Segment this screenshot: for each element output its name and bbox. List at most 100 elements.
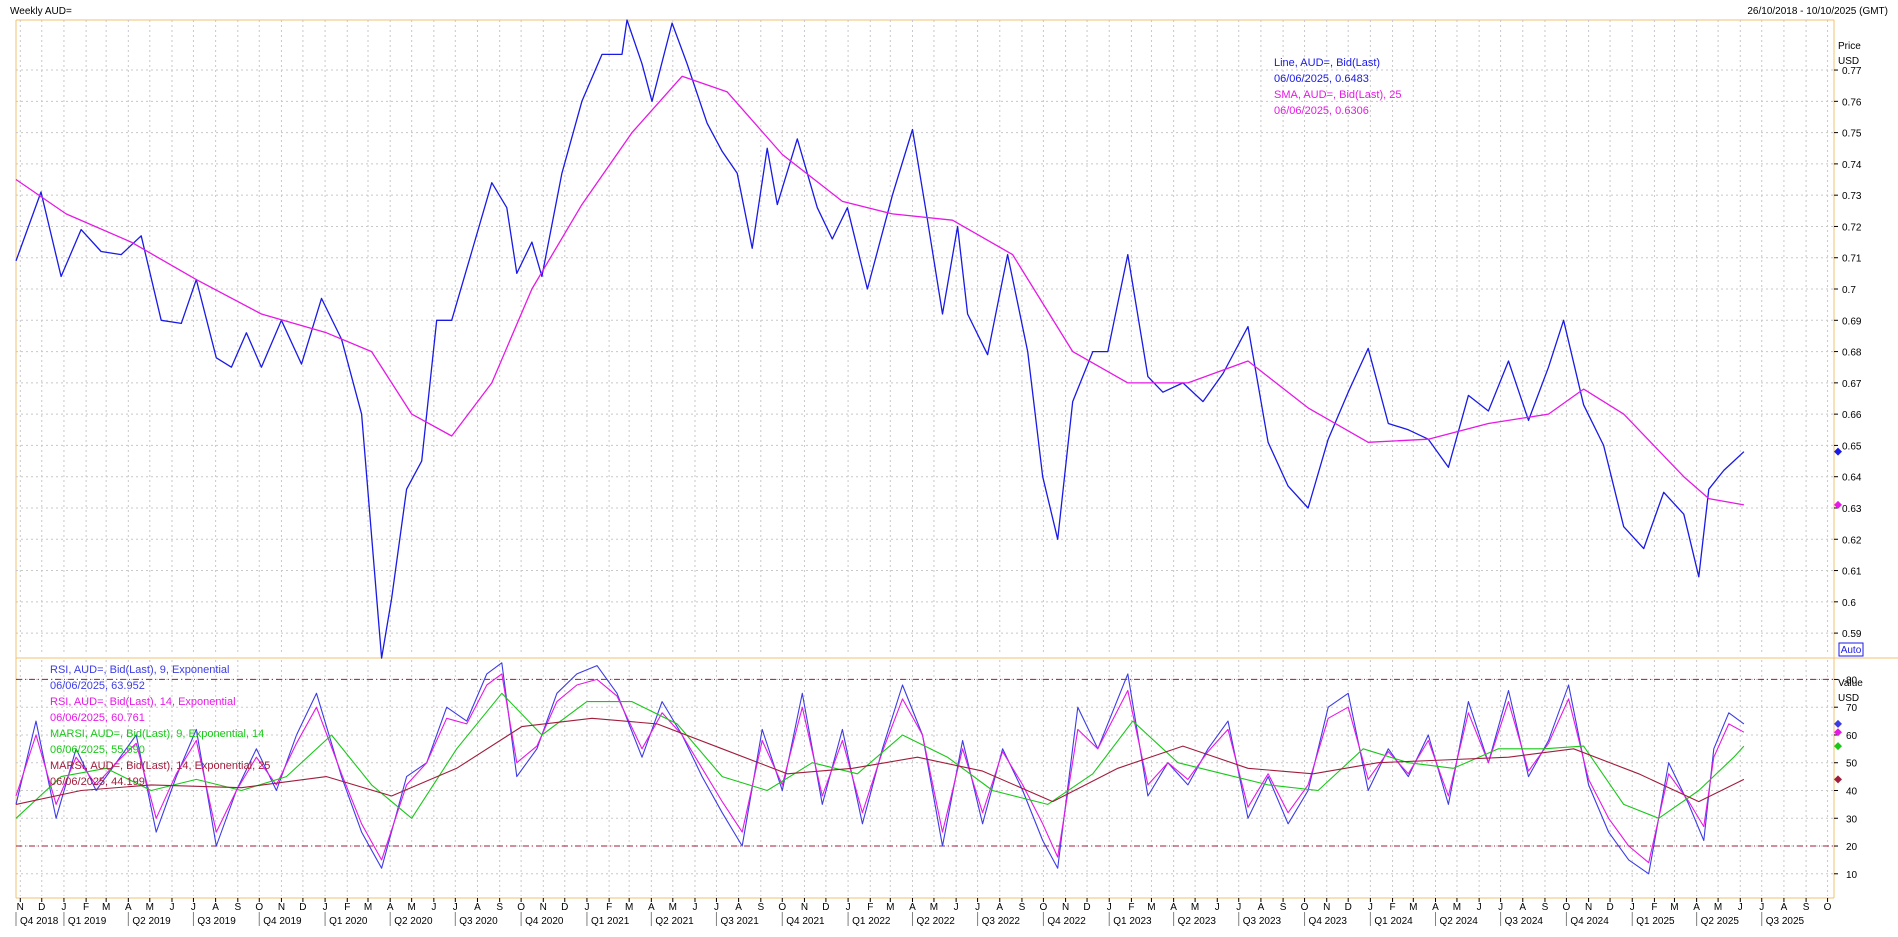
quarter-label: Q4 2019	[263, 916, 302, 927]
quarter-label: Q4 2024	[1570, 916, 1609, 927]
rsi-9-series	[15, 662, 1745, 875]
price-tick-label: 0.73	[1842, 191, 1862, 202]
series-layer	[15, 19, 1745, 875]
month-tick-label: M	[625, 902, 633, 913]
month-tick-label: J	[714, 902, 719, 913]
price-tick-label: 0.75	[1842, 129, 1862, 140]
month-tick-label: N	[278, 902, 285, 913]
price-tick-label: 0.7	[1842, 285, 1856, 296]
month-tick-label: O	[1563, 902, 1571, 913]
month-tick-label: A	[1170, 902, 1177, 913]
price-tick-label: 0.61	[1842, 567, 1862, 578]
month-tick-label: M	[1453, 902, 1461, 913]
month-tick-label: O	[1301, 902, 1309, 913]
month-tick-label: A	[909, 902, 916, 913]
price-scale-label: Price	[1838, 41, 1861, 52]
month-tick-label: J	[1368, 902, 1373, 913]
month-tick-label: F	[606, 902, 612, 913]
month-tick-label: J	[1215, 902, 1220, 913]
legend-sma-name: SMA, AUD=, Bid(Last), 25	[1274, 89, 1401, 101]
auto-scale-button[interactable]	[1838, 642, 1864, 657]
legend-rsi14-value: 06/06/2025, 60.761	[50, 712, 145, 724]
price-tick-label: 0.68	[1842, 348, 1862, 359]
quarter-label: Q3 2022	[982, 916, 1021, 927]
month-tick-label: A	[1519, 902, 1526, 913]
month-tick-label: J	[323, 902, 328, 913]
month-tick-label: J	[1759, 902, 1764, 913]
marsi-9-series	[15, 692, 1745, 819]
month-tick-label: F	[867, 902, 873, 913]
month-tick-label: S	[234, 902, 241, 913]
month-tick-label: F	[1390, 902, 1396, 913]
quarter-label: Q4 2020	[525, 916, 564, 927]
indicator-legend: RSI, AUD=, Bid(Last), 9, Exponential 06/…	[50, 664, 270, 788]
value-last-value-marker	[1834, 742, 1842, 751]
price-tick-label: 0.66	[1842, 410, 1862, 421]
value-tick-label: 40	[1846, 786, 1858, 797]
value-tick-label: 30	[1846, 814, 1858, 825]
month-tick-label: J	[1236, 902, 1241, 913]
month-tick-label: N	[1062, 902, 1069, 913]
month-tick-label: O	[517, 902, 525, 913]
month-tick-label: D	[561, 902, 568, 913]
quarter-label: Q2 2023	[1178, 916, 1217, 927]
price-tick-label: 0.64	[1842, 473, 1862, 484]
month-tick-label: M	[146, 902, 154, 913]
month-tick-label: M	[930, 902, 938, 913]
month-tick-label: O	[778, 902, 786, 913]
month-tick-label: J	[453, 902, 458, 913]
month-tick-label: N	[17, 902, 24, 913]
month-tick-label: M	[1714, 902, 1722, 913]
month-tick-label: J	[169, 902, 174, 913]
month-tick-label: A	[996, 902, 1003, 913]
quarter-label: Q3 2024	[1505, 916, 1544, 927]
quarter-label: Q4 2023	[1309, 916, 1348, 927]
quarter-label: Q1 2021	[591, 916, 630, 927]
quarter-label: Q1 2022	[852, 916, 891, 927]
month-tick-label: S	[1542, 902, 1549, 913]
month-tick-label: O	[1824, 902, 1832, 913]
month-tick-label: M	[407, 902, 415, 913]
month-tick-label: O	[1040, 902, 1048, 913]
quarter-label: Q2 2020	[394, 916, 433, 927]
price-tick-label: 0.6	[1842, 598, 1856, 609]
month-tick-label: A	[125, 902, 132, 913]
legend-marsi9-value: 06/06/2025, 55.690	[50, 744, 145, 756]
quarter-label: Q3 2021	[720, 916, 759, 927]
date-range: 26/10/2018 - 10/10/2025 (GMT)	[1747, 6, 1888, 17]
price-line-series	[15, 19, 1745, 659]
value-last-value-marker	[1834, 775, 1842, 784]
value-scale-unit: USD	[1838, 693, 1859, 704]
price-tick-label: 0.71	[1842, 254, 1862, 265]
month-tick-label: J	[1498, 902, 1503, 913]
month-tick-label: A	[1432, 902, 1439, 913]
month-tick-label: A	[735, 902, 742, 913]
value-tick-label: 60	[1846, 731, 1858, 742]
last-value-markers	[1834, 447, 1842, 784]
price-legend: Line, AUD=, Bid(Last) 06/06/2025, 0.6483…	[1274, 57, 1401, 117]
month-tick-label: D	[1606, 902, 1613, 913]
price-scale-unit: USD	[1838, 56, 1859, 67]
auto-scale-label[interactable]: Auto	[1841, 645, 1862, 656]
quarter-label: Q2 2025	[1701, 916, 1740, 927]
month-tick-label: J	[584, 902, 589, 913]
value-last-value-marker	[1834, 728, 1842, 737]
quarter-label: Q3 2019	[197, 916, 236, 927]
value-last-value-marker	[1834, 719, 1842, 728]
value-scale-label: Value	[1838, 678, 1863, 689]
month-tick-label: S	[757, 902, 764, 913]
month-tick-label: F	[1128, 902, 1134, 913]
legend-marsi9-name: MARSI, AUD=, Bid(Last), 9, Exponential, …	[50, 728, 264, 740]
quarter-label: Q3 2023	[1243, 916, 1282, 927]
legend-rsi9-value: 06/06/2025, 63.952	[50, 680, 145, 692]
price-tick-label: 0.62	[1842, 535, 1862, 546]
quarter-label: Q1 2023	[1113, 916, 1152, 927]
month-tick-label: M	[1147, 902, 1155, 913]
value-tick-label: 70	[1846, 703, 1858, 714]
price-tick-label: 0.67	[1842, 379, 1862, 390]
legend-line-value: 06/06/2025, 0.6483	[1274, 73, 1369, 85]
month-tick-label: S	[1803, 902, 1810, 913]
month-tick-label: O	[255, 902, 263, 913]
